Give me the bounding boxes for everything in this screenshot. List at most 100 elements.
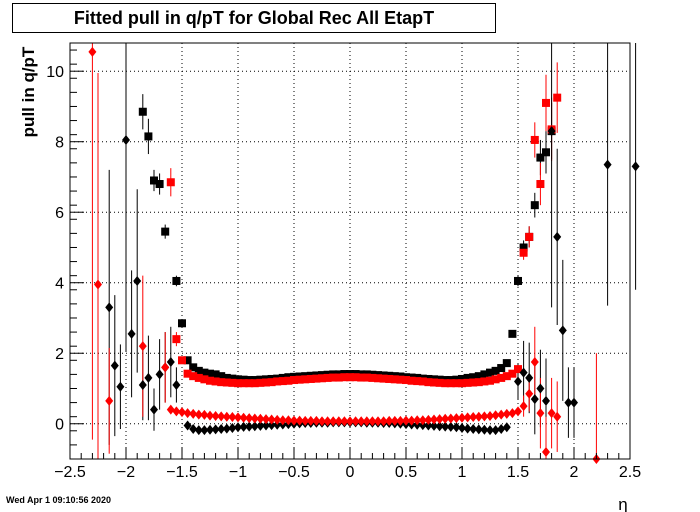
data-point-square <box>206 376 214 385</box>
data-point-square <box>245 379 254 388</box>
data-point-diamond <box>222 411 231 422</box>
data-point-square <box>183 356 192 365</box>
data-point-square <box>183 369 192 378</box>
data-point-square <box>514 276 522 285</box>
data-point-diamond <box>329 416 338 427</box>
data-point-diamond <box>245 421 254 432</box>
data-point-diamond <box>452 422 461 433</box>
data-point-diamond <box>435 421 444 432</box>
x-tick-label: 1 <box>458 464 467 481</box>
data-point-diamond <box>222 423 231 434</box>
x-tick-label: 0.5 <box>395 464 417 481</box>
data-point-square <box>385 374 394 383</box>
y-tick-label: 10 <box>46 64 64 81</box>
data-point-diamond <box>105 395 114 406</box>
data-point-diamond <box>480 411 489 422</box>
data-point-square <box>194 373 203 382</box>
data-point-square <box>200 368 209 377</box>
data-point-square <box>469 373 478 382</box>
data-point-square <box>514 365 522 374</box>
data-point-diamond <box>278 415 287 426</box>
tick-labels: −2.5 −2 −1.5 −1 −0.5 0 0.5 1 1.5 2 2.5 0 2 4 6 8 10 <box>46 64 641 481</box>
data-point-square <box>536 153 545 162</box>
data-point-diamond <box>441 413 450 424</box>
data-point-diamond <box>564 397 573 408</box>
y-tick-label: 0 <box>55 417 64 434</box>
x-tick-label: −2.5 <box>54 464 86 481</box>
data-point-diamond <box>553 411 562 422</box>
data-point-square <box>463 378 472 387</box>
data-point-square <box>228 378 237 387</box>
data-point-diamond <box>194 409 203 420</box>
data-point-square <box>480 370 489 379</box>
data-point-diamond <box>234 422 242 433</box>
data-point-diamond <box>250 413 259 424</box>
data-point-square <box>228 374 237 383</box>
x-tick-label: −1.5 <box>166 464 198 481</box>
data-point-diamond <box>138 341 147 352</box>
data-point-diamond <box>502 408 511 419</box>
data-point-square <box>290 376 298 385</box>
data-point-diamond <box>200 425 209 436</box>
data-point-square <box>239 379 248 388</box>
data-point-diamond <box>536 383 545 394</box>
data-point-diamond <box>547 408 556 419</box>
data-point-diamond <box>161 362 170 373</box>
data-point-diamond <box>542 395 550 406</box>
data-point-diamond <box>189 408 198 419</box>
data-point-diamond <box>396 415 405 426</box>
data-point-diamond <box>558 325 567 336</box>
data-point-diamond <box>301 415 310 426</box>
y-tick-label: 8 <box>55 135 64 152</box>
data-point-diamond <box>413 415 422 426</box>
data-point-diamond <box>486 410 494 421</box>
chart-title-box: Fitted pull in q/pT for Global Rec All E… <box>12 3 496 33</box>
x-tick-label: 2 <box>570 464 579 481</box>
x-tick-label: 1.5 <box>507 464 529 481</box>
data-point-diamond <box>446 413 455 424</box>
data-point-square <box>295 375 304 384</box>
data-point-diamond <box>430 414 438 425</box>
data-point-diamond <box>424 414 433 425</box>
data-point-square <box>234 379 242 388</box>
data-point-square <box>368 373 377 382</box>
data-point-square <box>166 178 175 187</box>
data-point-diamond <box>469 424 478 435</box>
data-point-diamond <box>105 302 114 313</box>
data-point-diamond <box>172 379 181 390</box>
data-point-diamond <box>357 416 366 427</box>
y-tick-label: 2 <box>55 346 64 363</box>
data-point-square <box>155 180 164 189</box>
data-point-diamond <box>234 412 242 423</box>
data-point-square <box>424 378 433 387</box>
data-point-square <box>497 364 506 373</box>
data-point-diamond <box>508 408 517 419</box>
data-point-square <box>525 232 534 241</box>
data-point-square <box>530 201 539 210</box>
data-point-square <box>284 376 293 385</box>
data-point-diamond <box>480 424 489 435</box>
data-point-diamond <box>267 414 276 425</box>
data-point-diamond <box>553 231 562 242</box>
data-point-square <box>536 180 545 189</box>
data-point-diamond <box>172 406 181 417</box>
data-point-diamond <box>217 411 226 422</box>
data-point-square <box>346 373 354 382</box>
x-axis-label: η <box>618 495 627 512</box>
data-point-diamond <box>497 424 506 435</box>
data-point-square <box>435 378 444 387</box>
data-point-diamond <box>183 408 192 419</box>
x-tick-label: −2 <box>117 464 135 481</box>
x-tick-label: 0 <box>346 464 355 481</box>
data-point-square <box>172 335 181 344</box>
data-point-square <box>452 379 461 388</box>
data-point-square <box>178 356 186 365</box>
data-point-square <box>446 379 455 388</box>
data-point-diamond <box>318 416 326 427</box>
data-point-diamond <box>284 415 293 426</box>
data-point-diamond <box>256 413 265 424</box>
data-point-square <box>318 374 326 383</box>
data-point-diamond <box>166 404 175 415</box>
data-point-diamond <box>374 416 382 427</box>
data-point-diamond <box>250 421 259 432</box>
